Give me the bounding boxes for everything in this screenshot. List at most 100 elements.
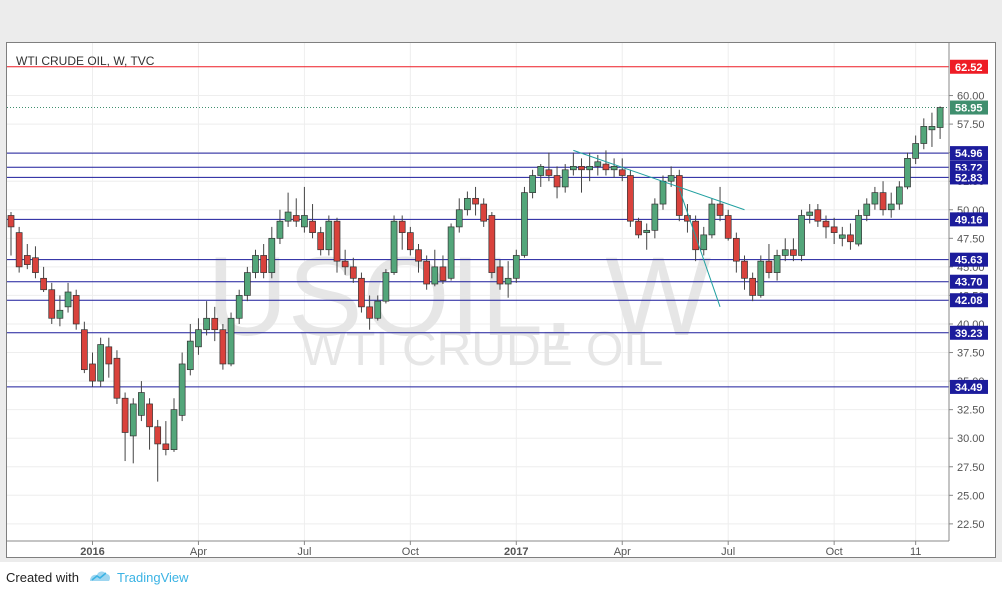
candle [871,186,879,210]
price-tick-label: 47.50 [957,233,985,245]
candle-body [170,409,178,450]
candle [366,295,373,330]
candle [309,204,316,239]
candle [382,269,390,304]
candle [635,217,642,239]
candle [708,198,716,239]
candle-body [912,143,920,159]
candle [211,306,219,342]
candle [64,282,72,313]
candle-body [488,215,496,273]
candle [301,186,308,233]
candle-body [89,363,96,382]
level-price-tag [950,379,988,394]
candle-body [814,209,822,222]
candle-body [496,266,504,285]
candle [186,323,194,376]
candle-body [806,211,814,216]
candle [244,266,251,302]
candle [749,272,757,302]
chart-area[interactable]: USOIL, W WTI CRUDE OIL 22.50 25.00 27.50 30… [6,42,996,558]
candle-body [349,266,357,279]
candle-body [32,257,39,273]
level-price-label: 39.23 [955,328,983,340]
candle-body [537,166,545,176]
candle [333,217,341,273]
candle [398,215,406,250]
chart-canvas[interactable]: USOIL, W WTI CRUDE OIL 22.50 25.00 27.50 30… [7,43,997,559]
candle-body [765,260,773,273]
horizontal-levels [7,66,949,388]
candle-body [684,215,691,222]
price-axis[interactable]: 22.5025.0027.5030.0032.5035.0037.5040.00… [948,43,988,541]
candle-body [895,186,903,205]
candle [80,321,88,374]
candle [56,295,64,327]
candle-body [936,107,944,128]
candle-body [260,255,267,273]
candle [643,223,651,250]
level-price-label: 62.52 [955,62,983,74]
candle [170,398,178,452]
candle-body [146,403,153,428]
candle [472,186,479,216]
candlestick-series [7,106,944,482]
candle [252,249,259,279]
candle [23,244,31,270]
candle [895,181,903,210]
price-tick-label: 32.50 [957,405,985,417]
price-tick-label: 22.50 [957,519,985,531]
candle [48,282,56,324]
chart-title: WTI CRUDE OIL, W, TVC [16,54,155,68]
candle-body [301,215,308,228]
candle-body [757,260,765,296]
candle [863,198,871,222]
price-tick-label: 27.50 [957,462,985,474]
candle-body [643,229,651,233]
candle [887,192,895,218]
candle [741,255,748,290]
candle [325,215,333,256]
candle [602,150,610,176]
candle [814,204,822,227]
candle-body [431,266,439,285]
tradingview-logo-icon[interactable] [88,569,112,585]
candle-body [64,291,72,308]
time-axis[interactable]: 2016 Apr Jul Oct 2017 Apr Jul Oct 11 [7,540,949,558]
watermark-symbol: USOIL, W [207,234,711,359]
footer: Created with TradingView [0,562,1002,595]
candle-body [138,392,145,416]
candle [773,249,781,281]
candle [415,244,422,273]
candle-body [529,175,536,193]
candle-body [407,232,414,251]
candle [512,249,520,283]
candle [154,419,162,482]
candle-body [561,169,569,188]
candle-body [235,295,243,319]
candle [757,255,765,298]
candle [724,209,732,241]
candle [667,166,675,187]
level-price-tag [950,293,988,308]
time-tick-label: Jul [297,546,311,558]
candle [684,204,691,233]
candle-body [504,277,512,285]
tradingview-link[interactable]: TradingView [117,570,189,585]
level-price-tag [950,146,988,161]
candle [341,249,349,275]
candle [423,255,430,290]
candle [529,169,536,199]
trendlines [573,149,745,308]
candle [496,260,504,290]
candle [7,212,15,256]
candle [72,289,80,330]
candle-body [667,175,675,182]
candle-body [732,237,740,262]
candle [781,238,789,262]
candle [374,295,382,321]
time-tick-label: 11 [910,546,921,558]
candle [920,118,928,150]
candle [178,352,186,422]
last-price-tag [950,100,988,115]
